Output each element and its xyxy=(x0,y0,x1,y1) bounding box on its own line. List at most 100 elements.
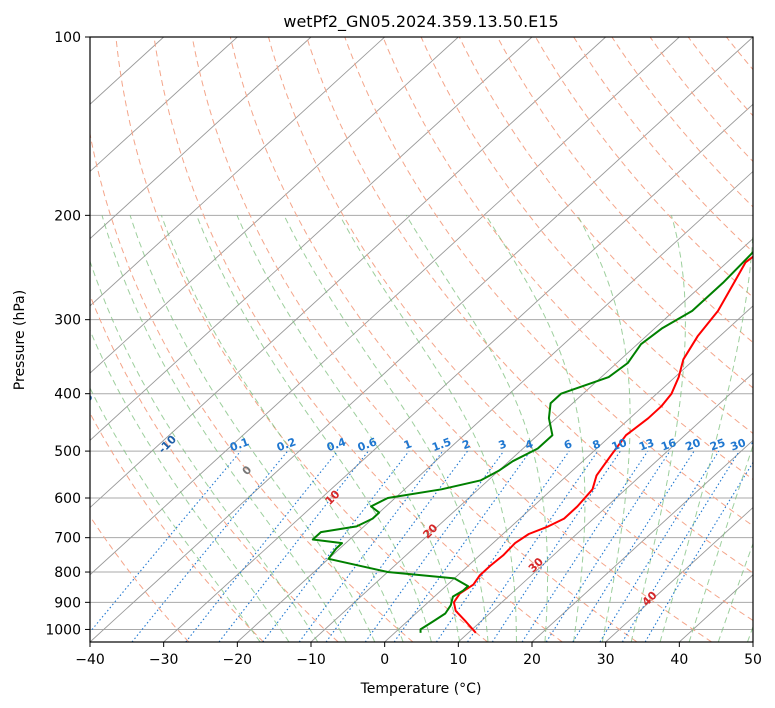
moist-adiabat-line xyxy=(405,215,549,642)
dry-adiabat-label: 0 xyxy=(240,463,255,478)
moist-adiabat-line xyxy=(485,215,586,642)
mixing-ratio-label: 1.5 xyxy=(430,435,453,454)
dry-adiabat-line xyxy=(90,412,264,642)
temperature-profile-line xyxy=(452,255,753,634)
moist-adiabat-line xyxy=(577,215,631,642)
mixing-ratio-label: 0.4 xyxy=(325,435,348,454)
moist-adiabat-line xyxy=(688,444,753,642)
isotherm-line xyxy=(605,506,753,642)
y-tick-label: 400 xyxy=(54,387,81,403)
x-tick-label: 10 xyxy=(449,652,467,668)
dry-adiabat-line xyxy=(268,37,753,622)
y-tick-label: 500 xyxy=(54,444,81,460)
isotherm-line xyxy=(384,305,753,642)
dry-adiabat-line xyxy=(153,37,563,642)
isotherm-line xyxy=(458,372,753,642)
mixing-ratio-line xyxy=(262,450,410,642)
mixing-ratio-line xyxy=(325,450,468,642)
mixing-ratio-line xyxy=(572,450,695,642)
dry-adiabat-label: -20 xyxy=(72,390,95,413)
dry-adiabat-line xyxy=(611,37,753,208)
data-series xyxy=(311,250,753,634)
mixing-ratio-line xyxy=(364,450,505,642)
mixing-ratio-label: 6 xyxy=(562,437,574,452)
dry-adiabat-label: 40 xyxy=(640,589,660,609)
moist-adiabat-line xyxy=(90,259,319,642)
dry-adiabat-line xyxy=(90,131,414,642)
dry-adiabat-line xyxy=(344,37,753,527)
moist-adiabat-line xyxy=(339,215,517,642)
isotherm-line xyxy=(237,170,753,642)
x-tick-label: −10 xyxy=(296,652,326,668)
mixing-ratio-line xyxy=(185,450,339,642)
isotherm-line xyxy=(90,37,312,240)
moist-adiabat-line xyxy=(101,215,347,642)
x-tick-label: 40 xyxy=(670,652,688,668)
y-tick-label: 600 xyxy=(54,491,81,507)
mixing-ratio-label: 1 xyxy=(402,437,414,452)
moist-adiabat-line xyxy=(659,221,753,642)
moist-adiabat-line xyxy=(283,215,489,642)
x-tick-label: 0 xyxy=(380,652,389,668)
dry-adiabat-line xyxy=(306,37,753,574)
mixing-ratio-label: 3 xyxy=(497,437,509,452)
dry-adiabat-line xyxy=(382,37,753,481)
mixing-ratio-line xyxy=(131,450,289,642)
x-tick-label: 50 xyxy=(744,652,762,668)
mixing-ratio-line xyxy=(298,450,444,642)
isotherm-line xyxy=(531,439,753,642)
isotherm-line xyxy=(752,641,753,642)
isotherm-line xyxy=(163,103,753,642)
moist-adiabat-line xyxy=(196,215,432,642)
y-tick-label: 800 xyxy=(54,565,81,581)
background-lines xyxy=(90,37,775,642)
dry-adiabat-label: -10 xyxy=(156,433,179,456)
x-tick-label: −20 xyxy=(223,652,253,668)
y-tick-label: 200 xyxy=(54,208,81,224)
isotherm-line xyxy=(90,37,385,307)
isotherm-line xyxy=(90,37,459,374)
y-tick-label: 900 xyxy=(54,595,81,611)
mixing-ratio-label: 25 xyxy=(708,436,727,453)
y-tick-label: 100 xyxy=(54,30,81,46)
x-tick-label: 20 xyxy=(523,652,541,668)
mixing-ratio-line xyxy=(521,450,649,642)
mixing-ratio-label: 0.1 xyxy=(228,435,251,454)
mixing-ratio-label: 16 xyxy=(659,436,678,454)
moist-adiabat-line xyxy=(236,215,461,642)
mixing-ratio-label: 2 xyxy=(461,437,473,452)
mixing-ratio-label: 4 xyxy=(523,437,535,452)
mixing-ratio-label: 30 xyxy=(729,436,748,454)
mixing-ratio-label: 13 xyxy=(637,436,656,453)
isotherm-line xyxy=(90,37,680,576)
mixing-ratio-line xyxy=(393,450,531,642)
mixing-ratio-label: 8 xyxy=(591,437,603,452)
dry-adiabat-line xyxy=(726,37,753,71)
isotherm-line xyxy=(310,238,753,642)
dry-adiabat-line xyxy=(115,37,488,642)
dry-adiabat-line xyxy=(573,37,753,253)
isotherm-line xyxy=(90,37,606,509)
dry-adiabat-line xyxy=(687,37,753,117)
dry-adiabat-line xyxy=(649,37,753,163)
dry-adiabat-line xyxy=(765,37,775,642)
isotherm-line xyxy=(90,37,238,173)
x-axis: −40 −30 −20 −10 0 10 20 30 40 50 xyxy=(75,642,762,668)
moist-adiabat-line xyxy=(747,625,753,642)
mixing-ratio-line xyxy=(90,450,242,633)
mixing-ratio-label: 10 xyxy=(610,436,629,454)
mixing-ratio-line xyxy=(491,450,621,642)
x-tick-label: −40 xyxy=(75,652,105,668)
mixing-ratio-line xyxy=(545,450,671,642)
y-axis-title: Pressure (hPa) xyxy=(12,290,28,390)
mixing-ratio-label: 0.2 xyxy=(275,435,298,454)
dry-adiabat-line xyxy=(496,37,753,344)
x-axis-title: Temperature (°C) xyxy=(360,681,482,697)
x-tick-label: −30 xyxy=(149,652,179,668)
mixing-ratio-label: 20 xyxy=(684,436,703,454)
moist-adiabat-line xyxy=(129,215,376,642)
moist-adiabat-line xyxy=(630,215,686,642)
moist-adiabat-line xyxy=(90,387,261,642)
dry-adiabat-line xyxy=(90,515,190,642)
